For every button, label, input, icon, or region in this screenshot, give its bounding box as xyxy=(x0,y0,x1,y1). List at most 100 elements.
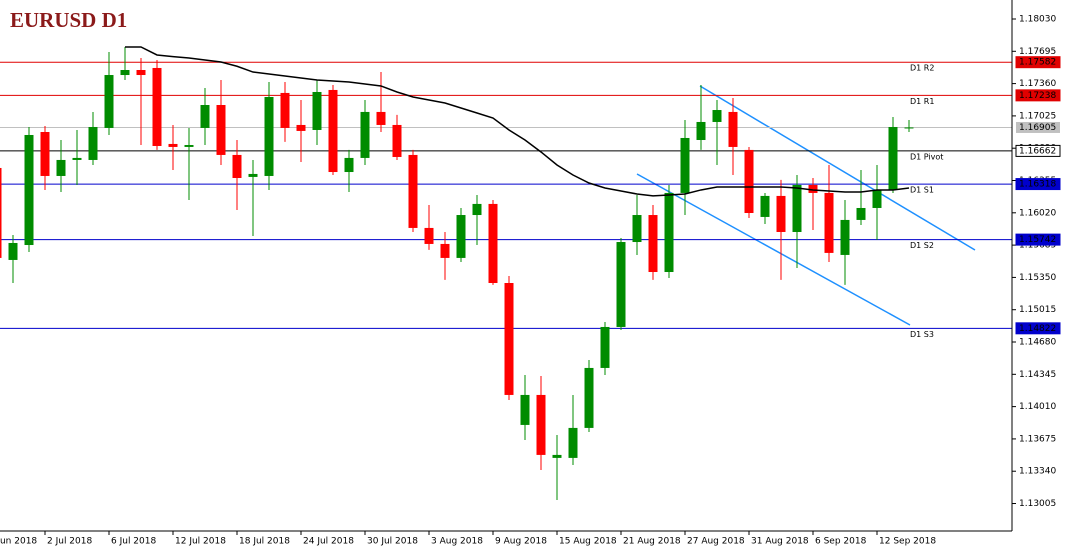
candle-body xyxy=(280,92,290,128)
x-tick-label: 6 Sep 2018 xyxy=(815,537,867,547)
level-name: D1 Pivot xyxy=(910,152,943,161)
y-tick-label: 1.14680 xyxy=(1019,338,1056,348)
candle-body xyxy=(216,105,226,155)
x-tick-label: 15 Aug 2018 xyxy=(559,537,617,547)
x-tick-label: 12 Jul 2018 xyxy=(175,537,226,547)
candle-body xyxy=(200,105,210,128)
y-tick-label: 1.13675 xyxy=(1019,434,1056,444)
candle-body xyxy=(712,110,722,122)
x-tick-label: 21 Aug 2018 xyxy=(623,537,681,547)
level-name: D1 S2 xyxy=(910,241,934,250)
candle-body xyxy=(120,70,130,76)
candle-body xyxy=(792,184,802,232)
candle-body xyxy=(264,97,274,176)
candle-body xyxy=(824,192,834,253)
candle-body xyxy=(72,157,82,160)
channel-line xyxy=(636,173,911,326)
candle-body xyxy=(472,203,482,216)
level-name: D1 S3 xyxy=(910,330,934,339)
price-box xyxy=(1016,121,1060,133)
candle-body xyxy=(296,124,306,131)
candle-body xyxy=(584,367,594,428)
y-tick-label: 1.16020 xyxy=(1019,208,1056,218)
price-box xyxy=(1015,322,1061,335)
price-box xyxy=(1015,233,1061,246)
x-tick-label: 31 Aug 2018 xyxy=(751,537,809,547)
candle-body xyxy=(248,173,258,177)
candle-body xyxy=(872,189,882,208)
candle-body xyxy=(104,75,114,128)
y-tick-label: 1.17025 xyxy=(1019,111,1056,121)
candle-body xyxy=(696,121,706,141)
candle-body xyxy=(600,326,610,368)
candle-body xyxy=(488,203,498,284)
candle-body xyxy=(24,134,34,246)
price-label: 1.15742 xyxy=(1019,235,1056,245)
level-name: D1 R2 xyxy=(910,64,934,73)
candle-body xyxy=(152,67,162,146)
price-box xyxy=(1015,56,1061,69)
price-label: 1.16662 xyxy=(1019,146,1056,156)
candle-body xyxy=(392,124,402,157)
price-label: 1.16318 xyxy=(1019,180,1056,190)
candle-body xyxy=(184,145,194,147)
x-tick-label: 3 Aug 2018 xyxy=(431,537,483,547)
x-tick-label: 9 Aug 2018 xyxy=(495,537,547,547)
x-tick-label: 2 Jul 2018 xyxy=(47,537,92,547)
candle-body xyxy=(520,394,530,425)
candle-body xyxy=(504,283,514,395)
y-tick-label: 1.13005 xyxy=(1019,499,1056,509)
candle-body xyxy=(664,192,674,273)
x-tick-label: 30 Jul 2018 xyxy=(367,537,418,547)
candle-body xyxy=(344,157,354,173)
candle-body xyxy=(856,207,866,220)
candle-body xyxy=(632,215,642,243)
candle-body xyxy=(408,154,418,228)
candle-body xyxy=(728,111,738,147)
candle-body xyxy=(376,111,386,125)
candle-body xyxy=(40,132,50,176)
chart-title: EURUSD D1 xyxy=(10,8,127,32)
candle-body xyxy=(888,126,898,190)
candle-body xyxy=(8,242,18,260)
y-tick-label: 1.18030 xyxy=(1019,14,1056,24)
candle-body xyxy=(56,159,66,176)
y-tick-label: 1.17360 xyxy=(1019,79,1056,89)
y-tick-label: 1.13340 xyxy=(1019,467,1056,477)
candle-body xyxy=(568,427,578,458)
candle-body xyxy=(424,227,434,244)
axis-labels: 1.180301.176951.173601.170251.166901.163… xyxy=(0,14,1061,547)
x-tick-label: 18 Jul 2018 xyxy=(239,537,290,547)
candle-body xyxy=(776,195,786,232)
y-tick-label: 1.15015 xyxy=(1019,305,1056,315)
level-name: D1 R1 xyxy=(910,97,934,106)
candle-body xyxy=(232,154,242,178)
x-tick-label: 27 Aug 2018 xyxy=(687,537,745,547)
x-tick-label: 12 Sep 2018 xyxy=(879,537,936,547)
price-box xyxy=(1015,144,1061,157)
y-tick-label: 1.14345 xyxy=(1019,370,1056,380)
candle-body xyxy=(312,91,322,130)
candle-body xyxy=(552,454,562,458)
candle-body xyxy=(840,219,850,255)
plot-area: D1 R2 D1 R1 D1 Pivot D1 S1 D1 S2 D1 S3 xyxy=(0,46,1012,500)
y-tick-label: 1.17695 xyxy=(1019,47,1056,57)
y-tick-label: 1.15350 xyxy=(1019,273,1056,283)
candle-body xyxy=(760,195,770,217)
moving-average xyxy=(125,46,910,197)
y-tick-label: 1.14010 xyxy=(1019,402,1056,412)
price-label: 1.14822 xyxy=(1019,324,1056,334)
candle-body xyxy=(360,111,370,158)
x-tick-label: 24 Jul 2018 xyxy=(303,537,354,547)
price-box xyxy=(1015,178,1061,191)
candle-body xyxy=(136,70,146,76)
candle-body xyxy=(536,394,546,455)
price-box xyxy=(1015,89,1061,102)
candle-body xyxy=(88,126,98,160)
candle-body xyxy=(328,89,338,173)
candle-body xyxy=(440,243,450,258)
price-label: 1.16905 xyxy=(1019,123,1056,133)
price-label: 1.17582 xyxy=(1019,58,1056,68)
candle-body xyxy=(456,215,466,258)
